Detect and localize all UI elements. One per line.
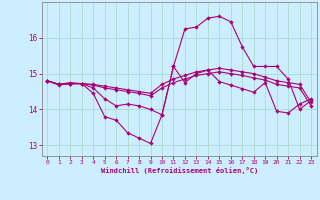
X-axis label: Windchill (Refroidissement éolien,°C): Windchill (Refroidissement éolien,°C) [100,167,258,174]
